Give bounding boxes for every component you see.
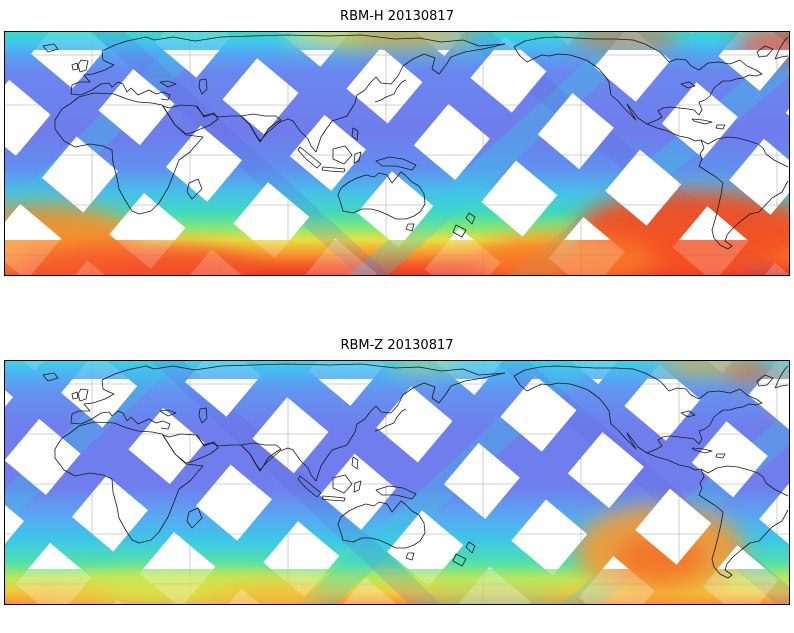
hotspot-layer: [15, 361, 789, 604]
map-rbm-h: [4, 31, 790, 276]
coastline-layer: [42, 363, 789, 579]
panel-rbm-z: RBM-Z 20130817: [0, 276, 794, 605]
map-rbm-z: [4, 360, 790, 605]
map-rbm-z-svg: [5, 361, 789, 604]
hotspot-layer: [5, 32, 789, 275]
swath-heat-layer: [5, 32, 789, 275]
map-rbm-h-svg: [5, 32, 789, 275]
swath-heat-layer: [5, 361, 789, 604]
panel-rbm-z-title: RBM-Z 20130817: [340, 338, 454, 353]
panel-rbm-h: RBM-H 20130817: [0, 0, 794, 276]
coastline-layer: [42, 34, 789, 250]
panel-rbm-h-title: RBM-H 20130817: [340, 9, 454, 24]
